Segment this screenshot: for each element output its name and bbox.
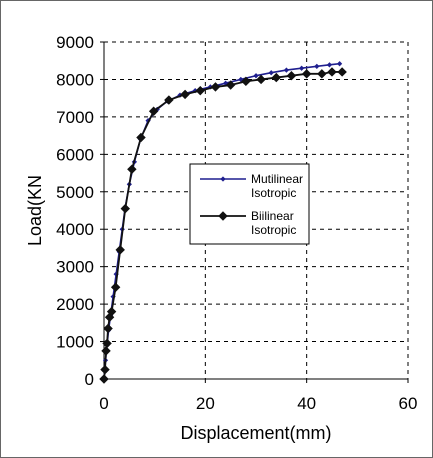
series-point-1 bbox=[301, 69, 312, 79]
series-point-1 bbox=[99, 374, 109, 384]
series-point-1 bbox=[120, 203, 131, 214]
series-group-1 bbox=[99, 67, 347, 384]
series-point-1 bbox=[100, 364, 110, 375]
x-tick-label: 60 bbox=[399, 394, 418, 413]
series-point-1 bbox=[241, 76, 251, 87]
series-point-1 bbox=[286, 70, 297, 81]
y-tick-label: 3000 bbox=[56, 258, 94, 277]
y-tick-label: 2000 bbox=[56, 295, 94, 314]
series-point-0 bbox=[298, 65, 305, 71]
series-point-1 bbox=[110, 282, 121, 292]
y-tick-label: 8000 bbox=[56, 70, 94, 89]
y-tick-label: 0 bbox=[85, 370, 94, 389]
series-point-1 bbox=[337, 67, 347, 77]
series-point-1 bbox=[210, 82, 221, 92]
y-tick-label: 6000 bbox=[56, 145, 94, 164]
series-point-0 bbox=[314, 63, 320, 69]
legend-label-line2-1: Isotropic bbox=[251, 223, 296, 237]
y-tick-label: 4000 bbox=[56, 220, 94, 239]
y-tick-label: 7000 bbox=[56, 108, 94, 127]
series-point-1 bbox=[225, 80, 236, 90]
series-point-0 bbox=[268, 70, 274, 76]
legend-marker-1 bbox=[218, 211, 228, 221]
legend-box bbox=[189, 163, 310, 245]
series-point-0 bbox=[336, 61, 343, 67]
series-layer bbox=[99, 61, 347, 384]
y-tick-label: 5000 bbox=[56, 183, 94, 202]
series-point-1 bbox=[148, 106, 159, 116]
series-point-0 bbox=[283, 67, 290, 73]
series-point-1 bbox=[127, 164, 137, 175]
series-point-1 bbox=[271, 72, 281, 83]
series-point-1 bbox=[103, 323, 113, 334]
series-point-1 bbox=[164, 95, 174, 105]
legend-label-line1-0: Mutilinear bbox=[251, 172, 303, 186]
y-tick-label: 1000 bbox=[56, 333, 94, 352]
series-point-1 bbox=[115, 245, 125, 255]
series-point-1 bbox=[317, 69, 327, 79]
series-point-1 bbox=[195, 85, 205, 96]
x-tick-label: 20 bbox=[196, 394, 215, 413]
x-tick-label: 40 bbox=[297, 394, 316, 413]
series-point-0 bbox=[326, 62, 333, 68]
y-axis-title: Load(KN bbox=[25, 175, 45, 246]
series-point-1 bbox=[136, 132, 146, 143]
series-point-1 bbox=[101, 346, 111, 356]
y-tick-label: 9000 bbox=[56, 33, 94, 52]
x-tick-label: 0 bbox=[99, 394, 108, 413]
series-point-0 bbox=[253, 73, 259, 79]
series-point-1 bbox=[102, 338, 112, 349]
series-point-1 bbox=[256, 74, 266, 85]
legend-label-line1-1: Biilinear bbox=[251, 209, 294, 223]
legend-label-line2-0: Isotropic bbox=[251, 186, 296, 200]
series-point-1 bbox=[327, 67, 337, 77]
legend-marker-0 bbox=[220, 176, 226, 182]
series-point-1 bbox=[106, 306, 117, 317]
x-axis-title: Displacement(mm) bbox=[180, 423, 331, 443]
labels-layer: 0 1000 2000 3000 4000 5000 6000 7000 8000 9000 0 20… bbox=[25, 33, 417, 443]
series-point-1 bbox=[180, 89, 190, 100]
